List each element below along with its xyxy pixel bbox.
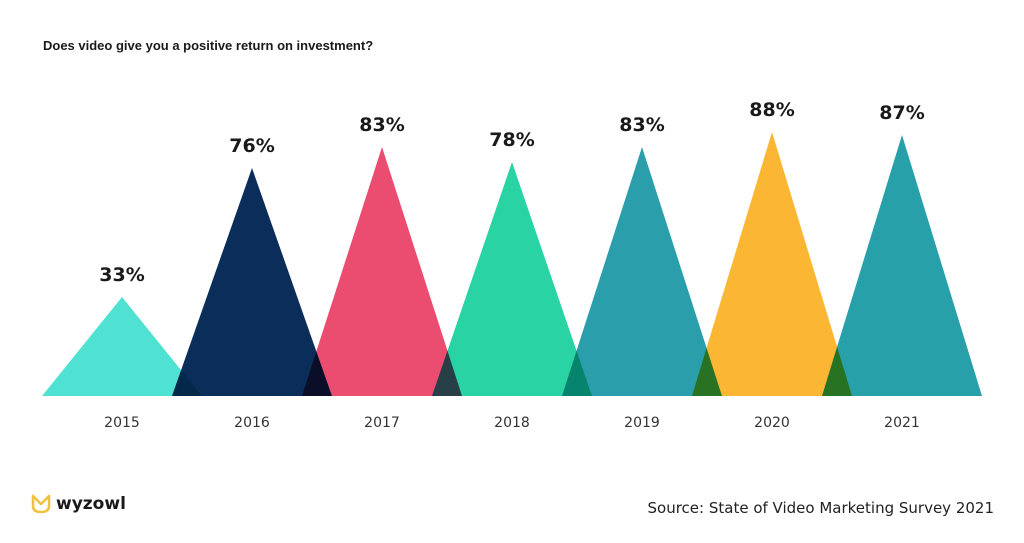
- logo-text: wyzowl: [56, 494, 126, 514]
- triangle-bar-2015: [42, 297, 202, 396]
- value-label: 83%: [359, 114, 404, 136]
- x-tick-label: 2020: [754, 415, 790, 431]
- triangle-bar-2016: [172, 168, 332, 396]
- value-label: 88%: [749, 99, 794, 121]
- x-tick-label: 2018: [494, 415, 530, 431]
- x-tick-label: 2016: [234, 415, 270, 431]
- x-tick-label: 2021: [884, 415, 920, 431]
- value-label: 87%: [879, 102, 924, 124]
- value-label: 33%: [99, 264, 144, 286]
- triangle-bar-2019: [562, 147, 722, 396]
- x-tick-label: 2015: [104, 415, 140, 431]
- chart-title: Does video give you a positive return on…: [43, 38, 374, 53]
- triangle-bar-2018: [432, 162, 592, 396]
- owl-icon: [31, 494, 51, 514]
- value-label: 78%: [489, 129, 534, 151]
- wyzowl-logo: wyzowl: [30, 494, 126, 514]
- value-label: 83%: [619, 114, 664, 136]
- triangle-bar-2020: [692, 132, 852, 396]
- triangle-bar-2017: [302, 147, 462, 396]
- triangle-bar-2021: [822, 135, 982, 396]
- x-tick-label: 2019: [624, 415, 660, 431]
- source-note: Source: State of Video Marketing Survey …: [647, 499, 994, 517]
- value-label: 76%: [229, 135, 274, 157]
- x-tick-label: 2017: [364, 415, 400, 431]
